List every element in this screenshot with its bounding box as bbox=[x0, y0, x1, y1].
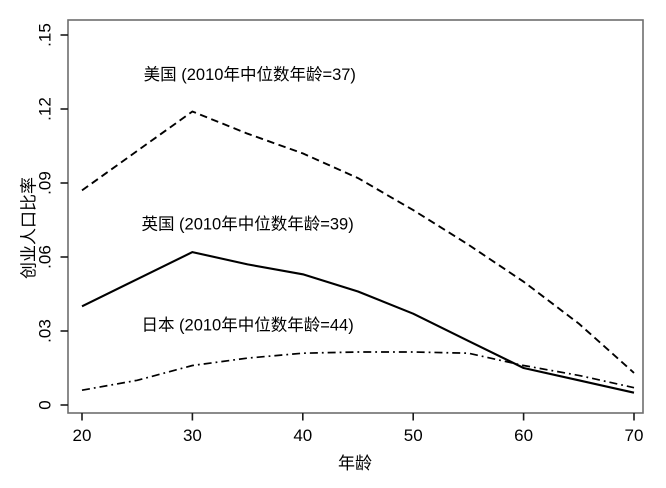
y-tick-label: 0 bbox=[35, 400, 54, 409]
x-tick-label: 20 bbox=[73, 426, 92, 445]
japan-line bbox=[81, 351, 635, 392]
japan-series-label: 日本 (2010年中位数年龄=44) bbox=[141, 315, 353, 334]
x-tick-label: 60 bbox=[514, 426, 533, 445]
y-tick-label: .15 bbox=[35, 23, 54, 47]
x-tick-label: 70 bbox=[625, 426, 644, 445]
y-tick-label: .12 bbox=[35, 97, 54, 121]
y-tick-label: .09 bbox=[35, 171, 54, 195]
x-tick-label: 30 bbox=[183, 426, 202, 445]
uk-line bbox=[81, 251, 635, 394]
y-tick-label: .03 bbox=[35, 319, 54, 343]
x-tick-label: 50 bbox=[404, 426, 423, 445]
us-line bbox=[81, 110, 635, 374]
x-axis-title: 年龄 bbox=[338, 454, 372, 473]
x-tick-label: 40 bbox=[293, 426, 312, 445]
us-series-label: 美国 (2010年中位数年龄=37) bbox=[144, 65, 356, 84]
uk-series-label: 英国 (2010年中位数年龄=39) bbox=[141, 214, 353, 233]
y-tick-label: .06 bbox=[35, 245, 54, 269]
plot-frame bbox=[67, 19, 644, 414]
y-axis-title: 创业人口比率 bbox=[19, 177, 39, 279]
